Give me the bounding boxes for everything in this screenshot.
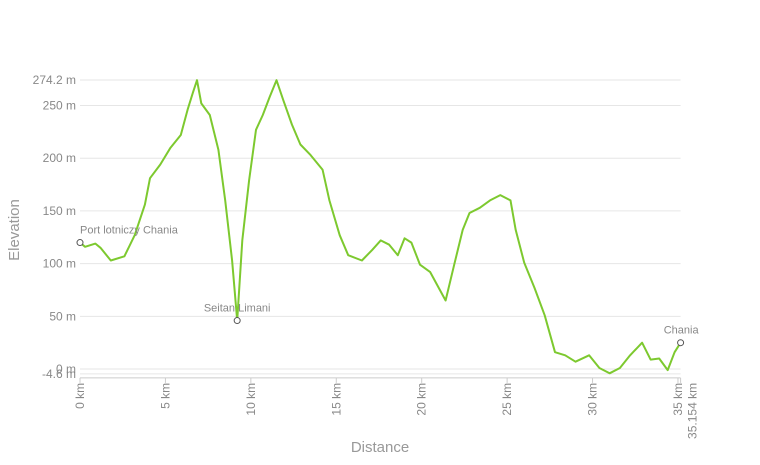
x-tick-label: 0 km <box>73 383 87 409</box>
x-tick-label: 25 km <box>500 383 514 416</box>
y-tick-label: 250 m <box>43 99 76 113</box>
waypoint-label: Seitan Limani <box>204 303 271 315</box>
waypoint-label: Port lotniczy Chania <box>80 225 179 237</box>
x-tick-label: 10 km <box>244 383 258 416</box>
waypoint-marker <box>677 339 685 347</box>
y-tick-label: 100 m <box>43 257 76 271</box>
y-tick-label: 150 m <box>43 204 76 218</box>
x-tick-label: 35 km <box>671 383 685 416</box>
y-tick-label: 0 m <box>56 362 76 376</box>
y-tick-label: 50 m <box>49 309 76 323</box>
y-tick-label: 274.2 m <box>33 73 76 87</box>
y-tick-label: 200 m <box>43 151 76 165</box>
x-tick-label: 20 km <box>415 383 429 416</box>
x-tick-label: 35.154 km <box>686 383 700 439</box>
y-axis-title: Elevation <box>6 199 23 261</box>
x-tick-label: 5 km <box>158 383 172 409</box>
x-axis-title: Distance <box>351 439 409 456</box>
waypoint-marker <box>233 317 241 325</box>
x-tick-label: 15 km <box>329 383 343 416</box>
waypoint-marker <box>76 239 84 247</box>
y-tick-label: -4.6 m <box>42 367 76 381</box>
waypoint-label: Chania <box>664 325 700 337</box>
elevation-line <box>79 79 682 375</box>
x-tick-label: 30 km <box>586 383 600 416</box>
